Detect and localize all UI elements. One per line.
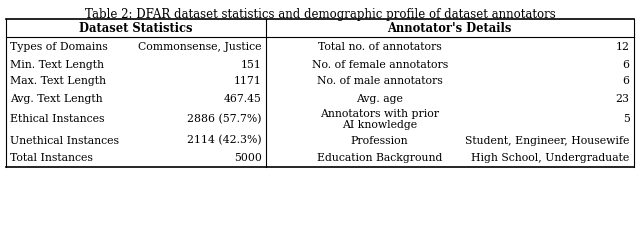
Text: Ethical Instances: Ethical Instances <box>10 115 105 125</box>
Text: 467.45: 467.45 <box>224 94 262 103</box>
Text: Profession: Profession <box>351 136 408 146</box>
Text: Education Background: Education Background <box>317 153 442 163</box>
Text: 23: 23 <box>616 94 630 103</box>
Text: Avg. Text Length: Avg. Text Length <box>10 94 103 103</box>
Text: 2886 (57.7%): 2886 (57.7%) <box>187 114 262 125</box>
Text: 1171: 1171 <box>234 76 262 86</box>
Text: Total Instances: Total Instances <box>10 153 93 163</box>
Text: Max. Text Length: Max. Text Length <box>10 76 106 86</box>
Text: 151: 151 <box>241 60 262 70</box>
Text: No. of female annotators: No. of female annotators <box>312 60 448 70</box>
Text: 5: 5 <box>623 115 630 125</box>
Text: Student, Engineer, Housewife: Student, Engineer, Housewife <box>465 136 630 146</box>
Text: Annotator's Details: Annotator's Details <box>387 21 512 34</box>
Text: 12: 12 <box>616 42 630 52</box>
Text: No. of male annotators: No. of male annotators <box>317 76 442 86</box>
Text: High School, Undergraduate: High School, Undergraduate <box>471 153 630 163</box>
Text: 5000: 5000 <box>234 153 262 163</box>
Text: Total no. of annotators: Total no. of annotators <box>318 42 442 52</box>
Text: Types of Domains: Types of Domains <box>10 42 108 52</box>
Text: 2114 (42.3%): 2114 (42.3%) <box>187 135 262 146</box>
Text: Table 2: DFAR dataset statistics and demographic profile of dataset annotators: Table 2: DFAR dataset statistics and dem… <box>84 8 556 21</box>
Text: Avg. age: Avg. age <box>356 94 403 103</box>
Text: Unethical Instances: Unethical Instances <box>10 136 120 146</box>
Text: 6: 6 <box>623 76 630 86</box>
Text: Commonsense, Justice: Commonsense, Justice <box>138 42 262 52</box>
Text: Annotators with prior
AI knowledge: Annotators with prior AI knowledge <box>320 109 439 130</box>
Text: Dataset Statistics: Dataset Statistics <box>79 21 193 34</box>
Text: Min. Text Length: Min. Text Length <box>10 60 104 70</box>
Text: 6: 6 <box>623 60 630 70</box>
